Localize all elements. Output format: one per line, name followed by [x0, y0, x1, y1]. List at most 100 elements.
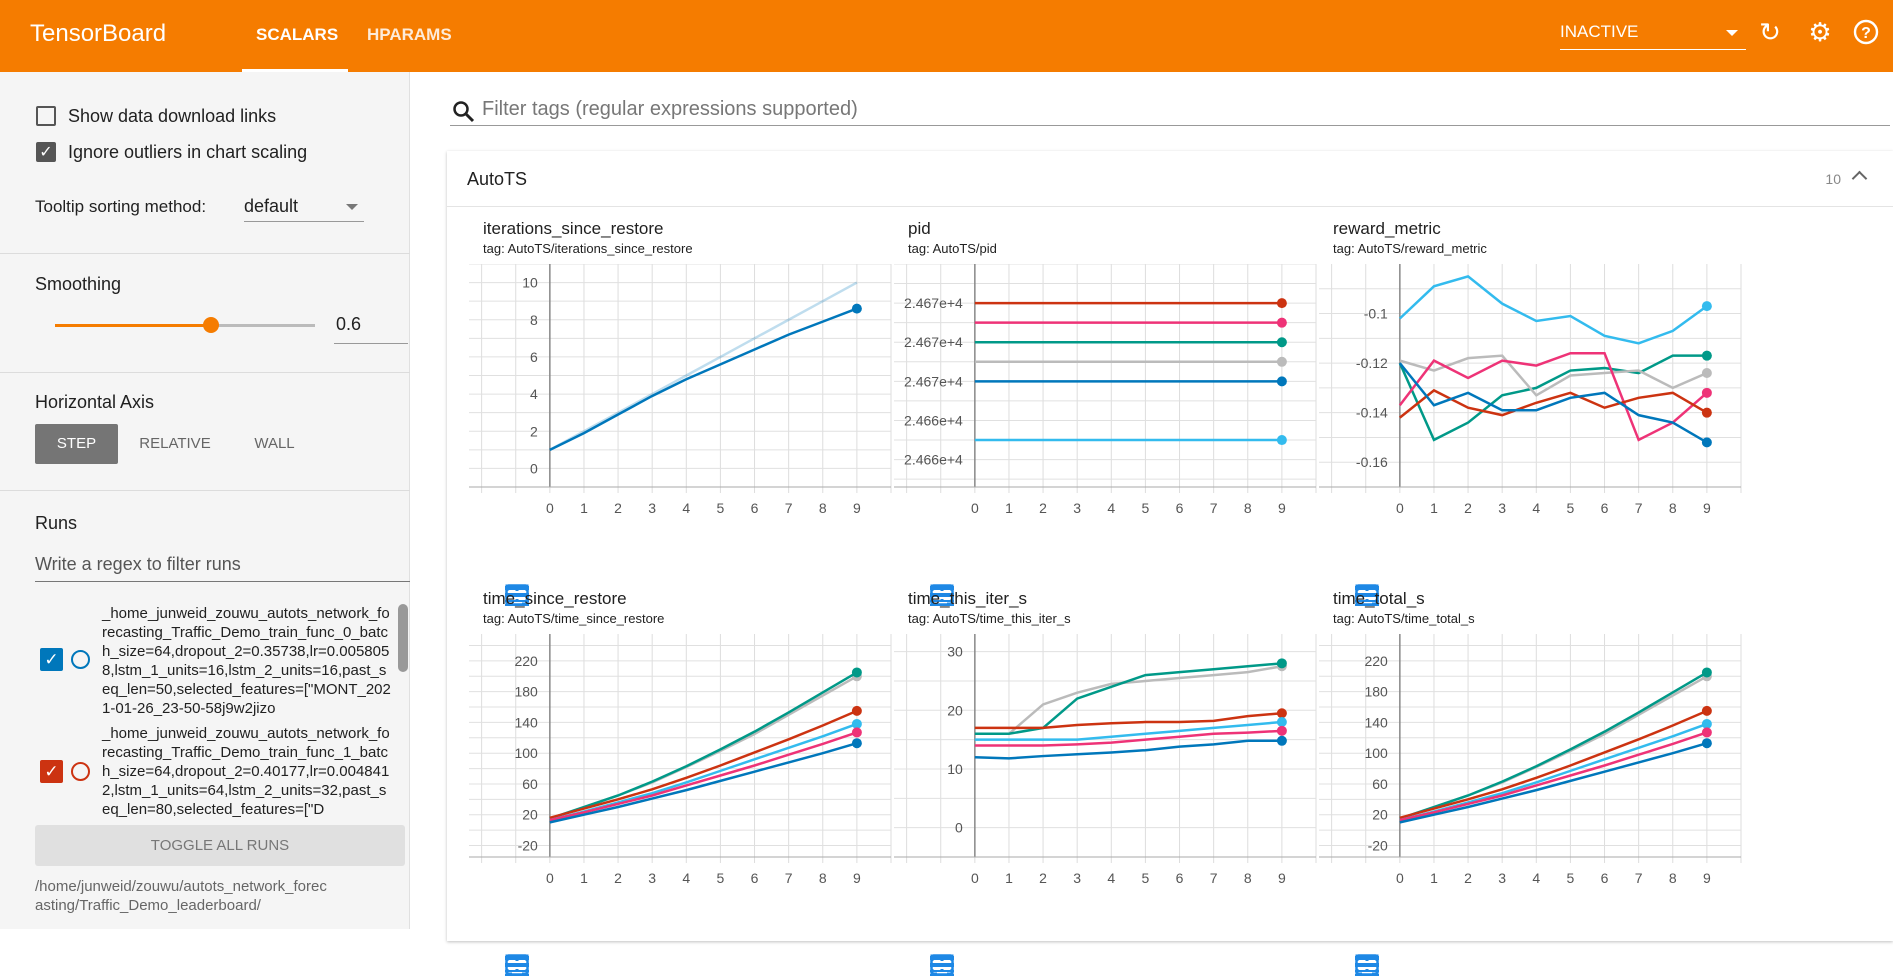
x-tick-label: 9 [853, 870, 861, 886]
series-endpoint-blue [851, 303, 862, 314]
x-tick-label: 0 [546, 500, 554, 516]
settings-icon[interactable]: ⚙ [1808, 17, 1832, 47]
series-line-pink [1399, 731, 1708, 822]
run-color-radio[interactable] [71, 650, 90, 669]
y-tick-label: 2.466e+4 [904, 452, 963, 468]
refresh-icon[interactable]: ↻ [1759, 17, 1781, 47]
x-tick-label: 4 [1532, 500, 1540, 516]
tooltip-sorting-label: Tooltip sorting method: [35, 197, 207, 216]
y-tick-label: 220 [514, 653, 538, 669]
x-tick-label: 2 [1464, 500, 1472, 516]
x-tick-label: 4 [682, 500, 690, 516]
tag-group-header[interactable]: AutoTS 10 [447, 151, 1893, 207]
series-endpoint-cyan [1276, 717, 1287, 728]
y-tick-label: 180 [1364, 684, 1388, 700]
x-tick-label: 8 [1669, 500, 1677, 516]
show-download-checkbox[interactable] [36, 106, 56, 126]
chart-title: time_this_iter_s [908, 589, 1028, 608]
series-endpoint-teal [1701, 667, 1712, 678]
series-line-blue [549, 741, 858, 824]
chart-tag: tag: AutoTS/pid [908, 241, 997, 256]
x-tick-label: 7 [1635, 870, 1643, 886]
y-tick-label: 2 [530, 423, 538, 439]
y-tick-label: -0.12 [1356, 355, 1388, 371]
runs-scrollbar[interactable] [398, 604, 408, 672]
x-tick-label: 8 [1244, 870, 1252, 886]
smoothing-slider[interactable] [55, 317, 315, 333]
slider-handle[interactable] [203, 317, 219, 333]
tag-group-card: AutoTS 10 iterations_since_restore tag: A… [447, 151, 1893, 976]
tab-scalars[interactable]: SCALARS [256, 25, 339, 44]
x-tick-label: 6 [751, 870, 759, 886]
fit-domain-icon[interactable] [505, 954, 529, 976]
chart-title: time_total_s [1333, 589, 1425, 608]
y-tick-label: 2.467e+4 [904, 295, 963, 311]
plot-area [1319, 264, 1741, 487]
axis-step-button[interactable]: STEP [35, 424, 118, 464]
series-endpoint-blue [1276, 735, 1287, 746]
x-tick-label: 5 [717, 500, 725, 516]
series-endpoint-red [851, 705, 862, 716]
ignore-outliers-checkbox[interactable]: ✓ [36, 142, 56, 162]
fit-domain-icon[interactable] [930, 954, 954, 976]
x-tick-label: 1 [1005, 870, 1013, 886]
fit-domain-icon[interactable] [1355, 954, 1379, 976]
x-tick-label: 3 [1073, 870, 1081, 886]
toggle-all-runs-button[interactable]: TOGGLE ALL RUNS [35, 825, 405, 866]
axis-relative-button[interactable]: RELATIVE [139, 435, 211, 452]
x-tick-label: 3 [648, 870, 656, 886]
series-endpoint-cyan [1701, 718, 1712, 729]
series-endpoint-pink [1701, 387, 1712, 398]
x-tick-label: 7 [785, 870, 793, 886]
series-line-blue [974, 739, 1282, 760]
tooltip-sorting-select[interactable]: default [244, 190, 364, 222]
horizontal-axis-label: Horizontal Axis [35, 392, 155, 412]
fit-domain-icon[interactable] [930, 584, 954, 606]
divider [0, 490, 410, 491]
run-state-select[interactable]: INACTIVE [1560, 18, 1746, 50]
series-line-blue [1399, 741, 1708, 824]
series-endpoint-cyan [1701, 301, 1712, 312]
run-color-radio[interactable] [71, 762, 90, 781]
series-endpoint-red [1701, 407, 1712, 418]
y-tick-label: -0.16 [1356, 454, 1388, 470]
x-tick-label: 1 [580, 500, 588, 516]
y-tick-label: 140 [1364, 714, 1388, 730]
x-tick-label: 6 [1176, 870, 1184, 886]
series-endpoint-red [1276, 298, 1287, 309]
x-tick-label: 9 [1703, 500, 1711, 516]
chevron-up-icon[interactable] [1851, 170, 1868, 187]
x-tick-label: 6 [1601, 500, 1609, 516]
tab-hparams[interactable]: HPARAMS [367, 25, 452, 44]
y-tick-label: 0 [530, 460, 538, 476]
axis-wall-button[interactable]: WALL [254, 435, 295, 452]
series-endpoint-teal [1276, 658, 1287, 669]
x-tick-label: 5 [1142, 500, 1150, 516]
series-endpoint-grey [1276, 356, 1287, 367]
x-tick-label: 2 [1039, 870, 1047, 886]
runs-filter-input[interactable]: Write a regex to filter runs [35, 550, 410, 582]
app-title: TensorBoard [30, 20, 167, 47]
x-tick-label: 7 [785, 500, 793, 516]
series-endpoint-blue [1701, 738, 1712, 749]
series-endpoint-red [1276, 708, 1287, 719]
x-tick-label: 5 [717, 870, 725, 886]
run-checkbox[interactable]: ✓ [40, 648, 63, 671]
series-endpoint-pink [1701, 727, 1712, 738]
x-tick-label: 4 [1107, 870, 1115, 886]
help-icon[interactable]: ? [1852, 18, 1880, 46]
series-endpoint-cyan [851, 718, 862, 729]
x-tick-label: 7 [1210, 500, 1218, 516]
divider [0, 253, 410, 254]
fit-domain-icon[interactable] [505, 584, 529, 606]
chart-tag: tag: AutoTS/time_total_s [1333, 611, 1475, 626]
run-checkbox[interactable]: ✓ [40, 760, 63, 783]
runs-label: Runs [35, 513, 78, 533]
smoothing-input[interactable]: 0.6 [334, 314, 408, 344]
tag-filter-input[interactable]: Filter tags (regular expressions support… [450, 96, 1890, 126]
y-tick-label: 30 [947, 644, 963, 660]
fit-domain-icon[interactable] [1355, 584, 1379, 606]
svg-text:?: ? [1861, 25, 1871, 42]
y-tick-label: 4 [530, 386, 538, 402]
main-panel: Filter tags (regular expressions support… [410, 72, 1893, 976]
